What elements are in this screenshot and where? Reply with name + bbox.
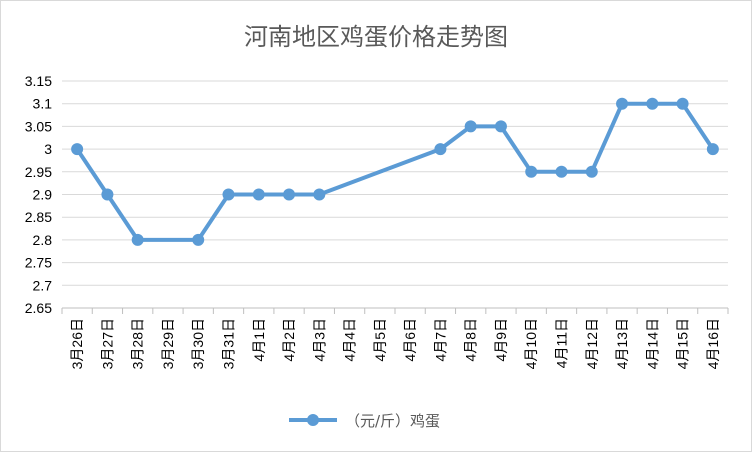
data-point-marker — [585, 165, 598, 178]
x-tick-label: 4月12日 — [584, 318, 600, 369]
x-tick-label: 4月10日 — [523, 318, 539, 369]
x-tick-label: 4月8日 — [463, 318, 479, 362]
x-tick-label: 3月28日 — [130, 318, 146, 369]
data-point-marker — [494, 120, 507, 133]
y-tick-label: 2.9 — [33, 187, 53, 203]
x-axis-tick-labels: 3月26日 3月27日 3月28日 3月29日 3月30日 3月31日 4月1日 4月2日 4月… — [69, 318, 721, 369]
x-tick-label: 4月11日 — [554, 318, 570, 368]
legend: （元/斤）鸡蛋 — [289, 412, 440, 430]
chart-title: 河南地区鸡蛋价格走势图 — [244, 23, 508, 51]
data-point-marker — [706, 143, 719, 156]
x-tick-label: 4月5日 — [372, 318, 388, 362]
data-point-marker — [131, 233, 144, 246]
x-tick-label: 4月2日 — [281, 318, 297, 362]
data-point-marker — [434, 143, 447, 156]
y-tick-label: 2.65 — [25, 300, 52, 316]
x-tick-label: 3月29日 — [160, 318, 176, 369]
data-point-marker — [313, 188, 326, 201]
y-tick-label: 2.85 — [25, 209, 52, 225]
data-point-marker — [616, 97, 629, 110]
y-tick-label: 3 — [44, 141, 52, 157]
y-tick-label: 2.8 — [33, 232, 53, 248]
x-tick-label: 3月26日 — [69, 318, 85, 369]
x-tick-label: 4月7日 — [432, 318, 448, 362]
data-point-marker — [222, 188, 235, 201]
data-point-marker — [525, 165, 538, 178]
x-tick-label: 4月1日 — [251, 318, 267, 362]
y-tick-label: 3.05 — [25, 118, 52, 134]
series-line-layer — [71, 97, 719, 246]
data-point-marker — [71, 143, 84, 156]
x-tick-label: 4月14日 — [644, 318, 660, 369]
y-tick-label: 3.15 — [25, 73, 52, 89]
data-point-marker — [283, 188, 296, 201]
data-point-marker — [192, 233, 205, 246]
legend-label: （元/斤）鸡蛋 — [345, 412, 440, 430]
gridlines — [62, 80, 728, 309]
data-point-marker — [101, 188, 114, 201]
data-point-marker — [464, 120, 477, 133]
x-tick-label: 4月13日 — [614, 318, 630, 369]
y-axis-tick-labels: 2.65 2.7 2.75 2.8 2.85 2.9 2.95 3 3.05 3.1 3.15 — [25, 73, 52, 316]
x-tick-label: 4月9日 — [493, 318, 509, 362]
data-point-marker — [252, 188, 265, 201]
y-tick-label: 2.95 — [25, 164, 52, 180]
x-tick-label: 4月16日 — [705, 318, 721, 369]
x-tick-label: 4月15日 — [675, 318, 691, 369]
data-point-marker — [555, 165, 568, 178]
y-tick-label: 3.1 — [33, 96, 53, 112]
legend-marker — [307, 414, 319, 426]
x-tick-label: 4月4日 — [342, 318, 358, 362]
y-tick-label: 2.75 — [25, 255, 52, 271]
x-tick-label: 4月6日 — [402, 318, 418, 362]
data-point-marker — [646, 97, 659, 110]
y-tick-label: 2.7 — [33, 277, 53, 293]
data-point-marker — [676, 97, 689, 110]
x-tick-label: 3月27日 — [99, 318, 115, 369]
x-tick-label: 4月3日 — [311, 318, 327, 362]
x-tick-label: 3月31日 — [221, 318, 237, 369]
x-axis — [61, 307, 729, 314]
x-tick-label: 3月30日 — [190, 318, 206, 369]
